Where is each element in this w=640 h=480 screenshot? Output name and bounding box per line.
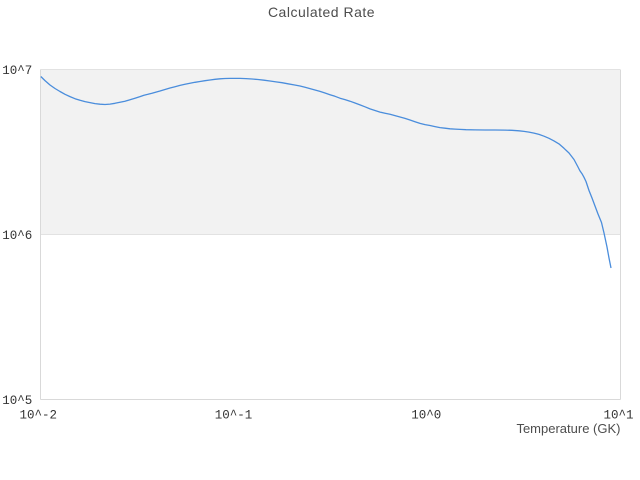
svg-text:10^-1: 10^-1 bbox=[215, 408, 253, 422]
svg-text:10^6: 10^6 bbox=[2, 229, 32, 243]
svg-text:Temperature (GK): Temperature (GK) bbox=[516, 421, 620, 436]
svg-text:10^7: 10^7 bbox=[2, 64, 32, 78]
svg-text:10^1: 10^1 bbox=[603, 408, 633, 422]
svg-text:10^0: 10^0 bbox=[411, 408, 441, 422]
svg-text:10^-2: 10^-2 bbox=[20, 408, 58, 422]
svg-text:Calculated Rate: Calculated Rate bbox=[268, 4, 375, 20]
svg-text:10^5: 10^5 bbox=[2, 394, 32, 408]
